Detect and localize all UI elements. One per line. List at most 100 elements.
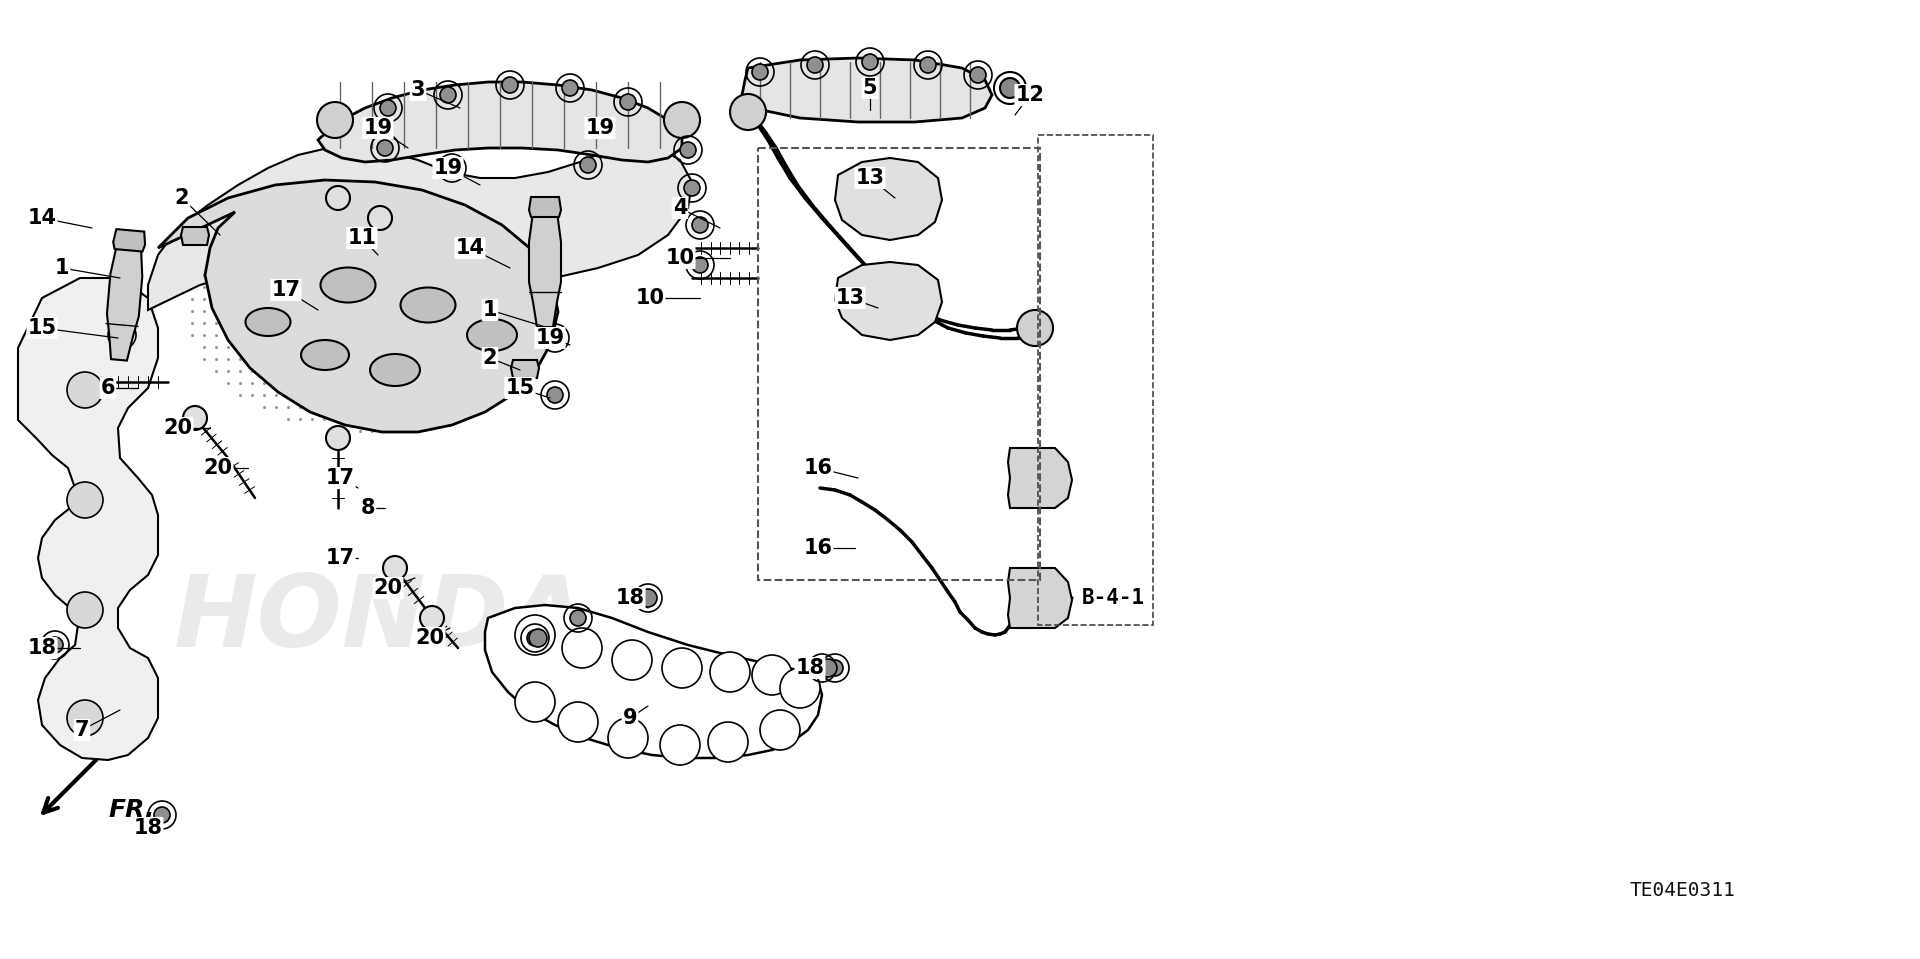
Circle shape xyxy=(862,54,877,70)
Text: 14: 14 xyxy=(455,238,484,258)
Polygon shape xyxy=(741,58,993,122)
Text: 3: 3 xyxy=(411,80,424,100)
Text: 20: 20 xyxy=(204,458,232,478)
Text: 20: 20 xyxy=(374,578,403,598)
Polygon shape xyxy=(148,145,691,310)
Ellipse shape xyxy=(301,340,349,370)
Polygon shape xyxy=(530,212,561,327)
Circle shape xyxy=(182,406,207,430)
Circle shape xyxy=(820,659,837,677)
Circle shape xyxy=(612,640,653,680)
Text: 5: 5 xyxy=(862,78,877,98)
Text: 18: 18 xyxy=(795,658,824,678)
Bar xyxy=(758,148,1041,580)
Circle shape xyxy=(154,807,171,823)
Circle shape xyxy=(710,652,751,692)
Text: 11: 11 xyxy=(348,228,376,248)
Polygon shape xyxy=(835,262,943,340)
Circle shape xyxy=(563,80,578,96)
Circle shape xyxy=(67,700,104,736)
Text: 18: 18 xyxy=(616,588,645,608)
Text: 1: 1 xyxy=(482,300,497,320)
Circle shape xyxy=(660,725,701,765)
Text: B-4-1: B-4-1 xyxy=(1083,588,1144,608)
Circle shape xyxy=(691,257,708,273)
Circle shape xyxy=(515,615,555,655)
Circle shape xyxy=(780,668,820,708)
Circle shape xyxy=(376,140,394,156)
Circle shape xyxy=(806,57,824,73)
Circle shape xyxy=(559,702,597,742)
Text: FR.: FR. xyxy=(108,798,154,822)
Circle shape xyxy=(662,648,703,688)
Ellipse shape xyxy=(246,308,290,336)
Text: 9: 9 xyxy=(622,708,637,728)
Text: 1: 1 xyxy=(56,258,69,278)
Ellipse shape xyxy=(401,288,455,322)
Circle shape xyxy=(326,186,349,210)
Circle shape xyxy=(920,57,937,73)
Circle shape xyxy=(444,160,461,176)
Circle shape xyxy=(970,67,987,83)
Text: 19: 19 xyxy=(586,118,614,138)
Ellipse shape xyxy=(321,268,376,302)
Polygon shape xyxy=(113,229,146,251)
Circle shape xyxy=(664,102,701,138)
Polygon shape xyxy=(157,180,559,432)
Circle shape xyxy=(317,102,353,138)
Text: 18: 18 xyxy=(27,638,56,658)
Circle shape xyxy=(684,180,701,196)
Circle shape xyxy=(680,142,695,158)
Polygon shape xyxy=(486,605,822,758)
Text: 17: 17 xyxy=(326,468,355,488)
Circle shape xyxy=(547,330,563,346)
Text: 13: 13 xyxy=(856,168,885,188)
Polygon shape xyxy=(17,278,157,760)
Text: 6: 6 xyxy=(100,378,115,398)
Circle shape xyxy=(501,77,518,93)
Circle shape xyxy=(67,592,104,628)
Circle shape xyxy=(67,372,104,408)
Polygon shape xyxy=(530,197,561,217)
Ellipse shape xyxy=(371,354,420,386)
Circle shape xyxy=(46,637,63,653)
Bar xyxy=(1039,135,1154,625)
Text: 16: 16 xyxy=(803,538,833,558)
Polygon shape xyxy=(835,158,943,240)
Text: 12: 12 xyxy=(1016,85,1044,105)
Ellipse shape xyxy=(467,319,516,351)
Text: 8: 8 xyxy=(361,498,374,518)
Text: 15: 15 xyxy=(505,378,534,398)
Text: 20: 20 xyxy=(163,418,192,438)
Circle shape xyxy=(1000,78,1020,98)
Text: HONDA: HONDA xyxy=(173,572,586,668)
Circle shape xyxy=(526,630,543,646)
Text: 13: 13 xyxy=(835,288,864,308)
Circle shape xyxy=(113,327,131,343)
Circle shape xyxy=(369,206,392,230)
Text: 17: 17 xyxy=(326,548,355,568)
Text: 20: 20 xyxy=(415,628,445,648)
Circle shape xyxy=(67,482,104,518)
Text: 2: 2 xyxy=(482,348,497,368)
Text: 4: 4 xyxy=(672,198,687,218)
Text: 19: 19 xyxy=(536,328,564,348)
Circle shape xyxy=(760,710,801,750)
Text: TE04E0311: TE04E0311 xyxy=(1630,880,1736,900)
Polygon shape xyxy=(319,82,682,162)
Circle shape xyxy=(547,387,563,403)
Text: 16: 16 xyxy=(803,458,833,478)
Circle shape xyxy=(530,629,547,647)
Text: 15: 15 xyxy=(27,318,56,338)
Circle shape xyxy=(620,94,636,110)
Polygon shape xyxy=(1008,448,1071,508)
Polygon shape xyxy=(1008,568,1071,628)
Circle shape xyxy=(580,157,595,173)
Circle shape xyxy=(515,682,555,722)
Text: 19: 19 xyxy=(434,158,463,178)
Circle shape xyxy=(420,606,444,630)
Circle shape xyxy=(639,589,657,607)
Circle shape xyxy=(753,64,768,80)
Text: 10: 10 xyxy=(636,288,664,308)
Circle shape xyxy=(639,590,657,606)
